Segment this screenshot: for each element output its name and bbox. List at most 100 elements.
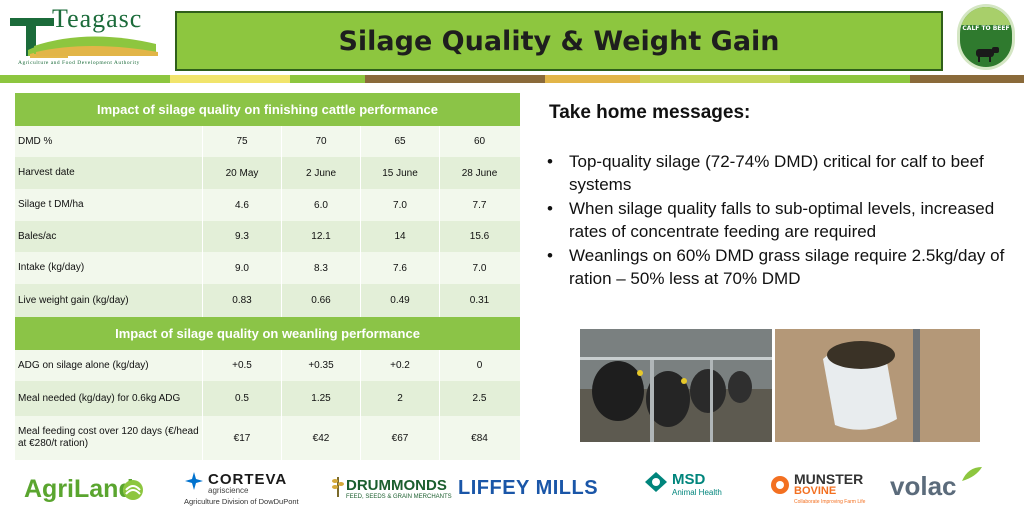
calf-to-beef-badge: CALF TO BEEF [957,4,1015,70]
row-label: Harvest date [15,157,203,189]
list-item: • When silage quality falls to sub-optima… [545,197,1005,243]
cell: 0 [476,360,483,371]
cell: 9.3 [203,221,282,252]
msd-emblem-icon [645,472,667,492]
cell: 28 June [461,167,498,179]
cell: 2.5 [472,393,487,404]
table-row: Intake (kg/day) 9.0 8.3 7.6 7.0 [15,252,520,284]
silage-bag-photo [775,329,980,442]
bovine-logo: BOVINE [794,485,837,497]
cell: €42 [282,416,361,460]
msd-sub: Animal Health [672,488,722,497]
cell: +0.2 [361,350,440,381]
cell: 0.5 [203,381,282,416]
table-row: Silage t DM/ha 4.6 6.0 7.0 7.7 [15,189,520,221]
teagasc-logo-text: Teagasc [52,4,143,33]
row-label: Intake (kg/day) [15,252,203,284]
cell: 14 [361,221,440,252]
munster-logo: MUNSTER [794,471,864,487]
list-item: • Weanlings on 60% DMD grass silage requi… [545,244,1005,290]
cell: 0.66 [282,284,361,317]
munster-bovine-emblem-icon [771,476,789,494]
corteva-division: Agriculture Division of DowDuPont [184,497,299,506]
row-label: Bales/ac [15,221,203,252]
cell: 12.1 [282,221,361,252]
cell: 7.0 [472,262,487,274]
message-text: Top-quality silage (72-74% DMD) critical… [569,152,984,194]
take-home-title: Take home messages: [549,102,751,123]
drummonds-sub: FEED, SEEDS & GRAIN MERCHANTS [346,494,452,500]
page-title: Silage Quality & Weight Gain [338,25,780,57]
drummonds-logo: DRUMMONDS [346,477,447,494]
cell: 9.0 [203,252,282,284]
cell: 60 [473,136,486,147]
agriland-emblem-icon [123,480,143,500]
table-row: Meal needed (kg/day) for 0.6kg ADG 0.5 1… [15,381,520,416]
agriland-logo: AgriLand [24,475,134,503]
row-label: Live weight gain (kg/day) [15,284,203,317]
message-text: When silage quality falls to sub-optimal… [569,199,995,241]
cell: 7.7 [472,199,487,211]
table-row: DMD % 75 70 65 60 [15,126,520,157]
take-home-list: • Top-quality silage (72-74% DMD) critica… [545,150,1005,291]
cell: €84 [471,432,488,444]
msd-logo: MSD [672,471,706,488]
cell: 7.6 [361,252,440,284]
table-row: Meal feeding cost over 120 days (€/head … [15,416,520,460]
cell: €67 [361,416,440,460]
teagasc-hills-icon [34,36,158,56]
table-row: ADG on silage alone (kg/day) +0.5 +0.35 … [15,350,520,381]
row-label: Silage t DM/ha [15,189,203,221]
cattle-photo [580,329,772,442]
cell: 15 June [361,157,440,189]
cell: 75 [203,126,282,157]
cell: 0.83 [203,284,282,317]
cell: €17 [203,416,282,460]
cell: 4.6 [203,189,282,221]
liffey-mills-logo: LIFFEY MILLS [458,477,599,499]
table-row: Harvest date 20 May 2 June 15 June 28 Ju… [15,157,520,189]
row-label: Meal needed (kg/day) for 0.6kg ADG [15,381,203,416]
color-stripe [0,75,1024,83]
bullet: • [547,246,553,265]
bullet: • [547,152,553,171]
table-row: Bales/ac 9.3 12.1 14 15.6 [15,221,520,252]
row-label: Meal feeding cost over 120 days (€/head … [15,416,203,460]
message-text: Weanlings on 60% DMD grass silage requir… [569,246,1005,288]
teagasc-tagline: Agriculture and Food Development Authori… [18,60,140,66]
list-item: • Top-quality silage (72-74% DMD) critica… [545,150,1005,196]
row-label: ADG on silage alone (kg/day) [15,350,203,381]
cell: 6.0 [282,189,361,221]
cell: 15.6 [469,231,490,242]
weanling-table-heading: Impact of silage quality on weanling per… [15,317,520,350]
row-label: DMD % [15,126,203,157]
corteva-sub: agriscience [208,486,249,495]
corteva-logo: CORTEVA [208,471,288,488]
cell: 1.25 [282,381,361,416]
finishing-table-heading: Impact of silage quality on finishing ca… [15,93,520,126]
silage-table: Impact of silage quality on finishing ca… [15,93,520,460]
cell: 65 [361,126,440,157]
cell: 7.0 [361,189,440,221]
badge-text: CALF TO BEEF [962,25,1010,32]
cow-icon [976,47,999,62]
corteva-emblem-icon [185,472,203,490]
cell: +0.5 [203,350,282,381]
cell: 2 June [282,157,361,189]
cell: 20 May [203,157,282,189]
sponsor-bar: AgriLand CORTEVA agriscience Agriculture… [0,463,1024,513]
volac-leaf-icon [962,467,982,481]
cell: 70 [282,126,361,157]
table-row: Live weight gain (kg/day) 0.83 0.66 0.49… [15,284,520,317]
cell: 0.49 [361,284,440,317]
munster-sub: Collaborate Improving Farm Life [794,499,866,505]
wheat-icon [332,477,344,497]
title-bar: Silage Quality & Weight Gain [175,11,943,71]
cell: 8.3 [282,252,361,284]
cell: 0.31 [469,295,490,306]
cell: 2 [361,381,440,416]
cell: +0.35 [282,350,361,381]
bullet: • [547,199,553,218]
volac-logo: volac [890,471,957,501]
teagasc-logo: Teagasc Agriculture and Food Development… [8,4,158,68]
